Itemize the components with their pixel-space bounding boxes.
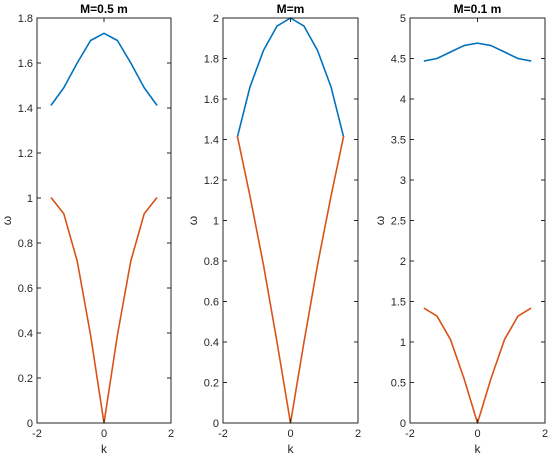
y-tick-label: 0.8 [204,256,219,268]
optical-branch-line [236,17,345,138]
x-tick-label: 2 [168,428,174,440]
y-tick-label: 1 [400,337,406,349]
y-tick-label: 1.6 [204,94,219,106]
y-tick-label: 0.8 [18,238,33,250]
y-tick-label: 2.5 [391,216,406,228]
acoustic-branch-line [236,135,345,424]
y-tick-label: 0.2 [18,373,33,385]
y-tick-label: 3 [400,175,406,187]
y-tick-label: 3.5 [391,135,406,147]
y-axis-label: ω [186,216,200,225]
x-axis-label: k [475,442,482,456]
y-tick-label: 1.8 [18,13,33,25]
y-tick-label: 1.4 [204,135,219,147]
subplot-m-equal: 00.20.40.60.811.21.41.61.82-2 0 2M=mkω [186,2,361,456]
y-tick-label: 0 [213,418,219,430]
y-tick-label: 1 [27,193,33,205]
subplot-title: M=0.5 m [80,2,128,16]
y-tick-label: 1.6 [18,58,33,70]
axes-box [36,17,172,424]
x-tick-label: 0 [474,428,480,440]
axes-box [409,17,546,424]
subplot-title: M=0.1 m [454,2,502,16]
y-tick-label: 2 [213,13,219,25]
y-tick-label: 1 [213,216,219,228]
x-tick-label: 2 [355,428,361,440]
subplot-m-tenth: 00.511.522.533.544.55-2 0 2M=0.1 mkω [373,2,548,456]
y-tick-label: 0.5 [391,378,406,390]
y-tick-label: 0.6 [204,297,219,309]
y-axis-label: ω [373,216,387,225]
y-tick-label: 1.2 [18,148,33,160]
optical-branch-line [50,32,158,106]
x-tick-label: 2 [542,428,548,440]
y-tick-label: 4 [400,94,406,106]
y-tick-label: 0.4 [18,328,33,340]
acoustic-branch-line [423,307,532,424]
y-tick-label: 4.5 [391,54,406,66]
axes-box [222,17,359,424]
y-tick-label: 0 [400,418,406,430]
y-tick-label: 0.6 [18,283,33,295]
y-tick-label: 0.4 [204,337,219,349]
subplot-m-half: 00.20.40.60.811.21.41.61.8-2 0 2M=0.5 mkω [0,2,174,456]
y-tick-label: 1.4 [18,103,33,115]
y-tick-label: 5 [400,13,406,25]
y-axis-label: ω [0,216,14,225]
y-tick-label: 1.8 [204,54,219,66]
x-axis-label: k [288,442,295,456]
x-tick-label: -2 [405,428,415,440]
y-tick-label: 0.2 [204,378,219,390]
y-tick-label: 0 [27,418,33,430]
x-axis-label: k [101,442,108,456]
acoustic-branch-line [50,197,158,424]
subplot-title: M=m [277,2,305,16]
x-tick-label: -2 [218,428,228,440]
y-tick-label: 1.5 [391,297,406,309]
x-tick-label: -2 [32,428,42,440]
y-tick-label: 1.2 [204,175,219,187]
x-tick-label: 0 [287,428,293,440]
optical-branch-line [423,42,532,62]
x-tick-label: 0 [101,428,107,440]
y-tick-label: 2 [400,256,406,268]
